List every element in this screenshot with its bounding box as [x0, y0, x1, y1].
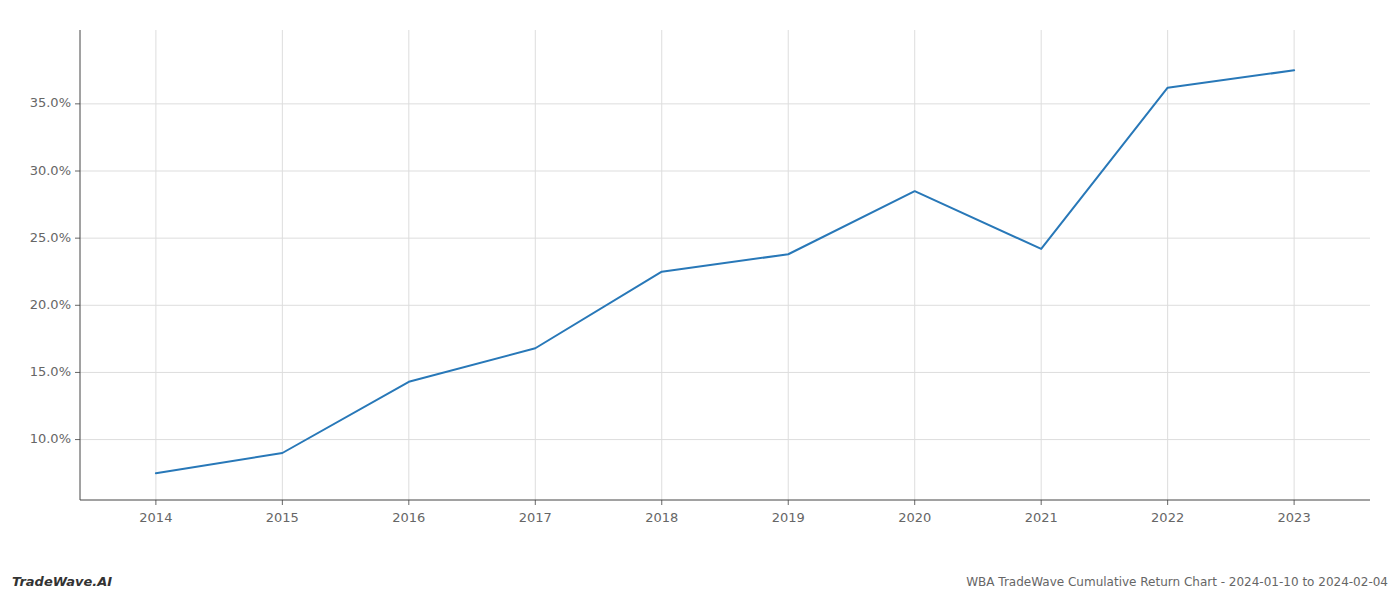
tick-x [914, 500, 915, 505]
tick-x [661, 500, 662, 505]
data-layer [156, 70, 1294, 473]
tick-x [155, 500, 156, 505]
tick-label-y: 15.0% [30, 364, 71, 379]
tick-x [1167, 500, 1168, 505]
watermark: TradeWave.AI [12, 574, 112, 589]
grid-line-x [535, 30, 536, 500]
grid-line-x [788, 30, 789, 500]
tick-y [75, 305, 80, 306]
tick-y [75, 372, 80, 373]
grid [80, 30, 1370, 500]
grid-line-x [155, 30, 156, 500]
grid-line-x [1294, 30, 1295, 500]
tick-y [75, 238, 80, 239]
grid-line-x [1167, 30, 1168, 500]
axis-line-y [80, 30, 81, 500]
tick-y [75, 171, 80, 172]
tick-x [282, 500, 283, 505]
tick-label-x: 2023 [1278, 510, 1311, 525]
tick-y [75, 103, 80, 104]
grid-line-x [914, 30, 915, 500]
tick-label-y: 30.0% [30, 163, 71, 178]
chart-container: 10.0% 15.0% 20.0% 25.0% 30.0% 35.0% 2014 2015 20… [0, 0, 1400, 600]
tick-label-x: 2016 [392, 510, 425, 525]
grid-line-x [282, 30, 283, 500]
tick-x [408, 500, 409, 505]
grid-line-x [1041, 30, 1042, 500]
tick-label-y: 35.0% [30, 95, 71, 110]
tick-label-x: 2020 [898, 510, 931, 525]
tick-label-y: 20.0% [30, 297, 71, 312]
chart-svg: 10.0% 15.0% 20.0% 25.0% 30.0% 35.0% 2014 2015 20… [0, 0, 1400, 600]
axes: 10.0% 15.0% 20.0% 25.0% 30.0% 35.0% 2014 2015 20… [30, 30, 1370, 525]
tick-label-x: 2019 [772, 510, 805, 525]
tick-y [75, 439, 80, 440]
tick-label-x: 2014 [139, 510, 172, 525]
grid-line-x [408, 30, 409, 500]
tick-label-x: 2022 [1151, 510, 1184, 525]
axis-line-x [80, 500, 1370, 501]
chart-title: WBA TradeWave Cumulative Return Chart - … [966, 575, 1388, 589]
tick-x [535, 500, 536, 505]
tick-x [1294, 500, 1295, 505]
tick-label-x: 2018 [645, 510, 678, 525]
grid-line-y [80, 305, 1370, 306]
tick-x [1041, 500, 1042, 505]
tick-label-x: 2017 [519, 510, 552, 525]
grid-line-y [80, 171, 1370, 172]
tick-x [788, 500, 789, 505]
tick-label-x: 2021 [1025, 510, 1058, 525]
tick-label-x: 2015 [266, 510, 299, 525]
grid-line-y [80, 439, 1370, 440]
grid-line-y [80, 372, 1370, 373]
tick-label-y: 10.0% [30, 431, 71, 446]
grid-line-y [80, 238, 1370, 239]
tick-label-y: 25.0% [30, 230, 71, 245]
grid-line-x [661, 30, 662, 500]
grid-line-y [80, 103, 1370, 104]
data-line [156, 70, 1294, 473]
